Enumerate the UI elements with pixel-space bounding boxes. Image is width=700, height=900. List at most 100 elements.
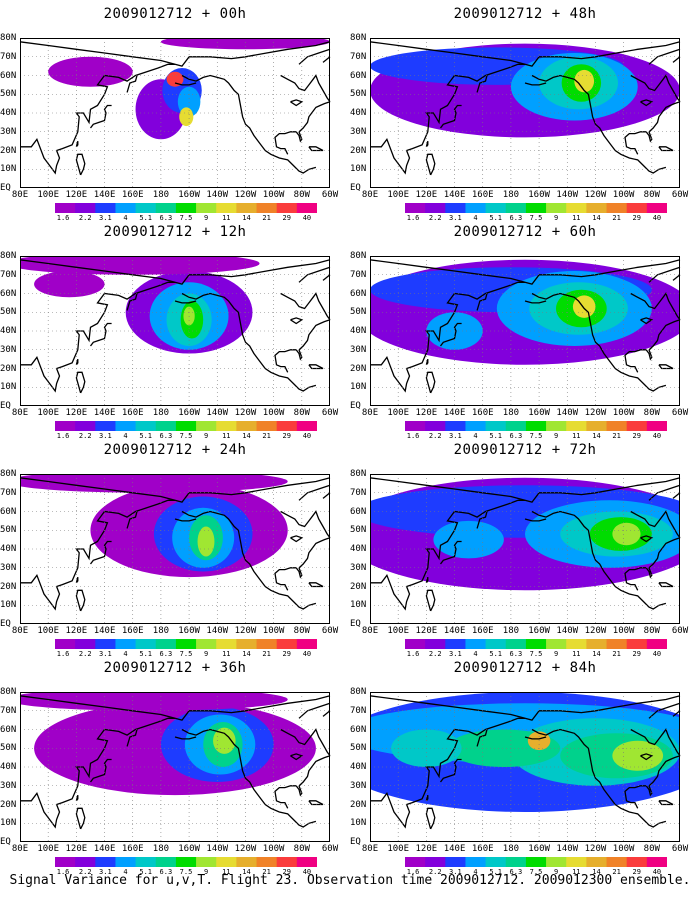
coastline — [425, 140, 429, 148]
x-tick-label: 140W — [206, 408, 229, 418]
y-tick-label: 10N — [0, 164, 17, 175]
y-tick-label: 40N — [350, 544, 367, 554]
colorbar-swatch — [485, 203, 507, 213]
coastline — [20, 717, 175, 829]
colorbar-swatch — [525, 857, 547, 867]
colorbar-swatch — [216, 421, 237, 431]
x-tick-label: 120E — [65, 626, 88, 636]
colorbar-swatch — [566, 857, 587, 867]
y-tick-label: 40N — [350, 326, 367, 336]
coastline — [89, 322, 112, 347]
colorbar-level-label: 4 — [123, 868, 128, 876]
coastline — [75, 807, 86, 830]
coastline — [280, 292, 331, 321]
colorbar-level-label: 14 — [242, 432, 251, 440]
map-panel-00h: 2009012712 + 00h 80N 70N 60N 50N 40N 30N 20N 10N… — [0, 0, 350, 222]
colorbar-swatch — [425, 857, 446, 867]
colorbar-level-label: 3.1 — [449, 650, 462, 658]
coastline — [648, 266, 681, 283]
coastline — [425, 358, 429, 366]
colorbar-level-label: 3.1 — [99, 214, 112, 222]
coastline — [322, 56, 331, 63]
colorbar-swatch — [216, 203, 237, 213]
coastline — [630, 728, 681, 757]
coastline — [298, 537, 331, 569]
colorbar-swatch — [236, 203, 258, 213]
y-tick-label: 50N — [350, 525, 367, 536]
colorbar-swatch — [606, 203, 628, 213]
colorbar-level-label: 3.1 — [99, 868, 112, 876]
coastline — [298, 484, 331, 501]
colorbar-swatch — [546, 639, 567, 649]
x-tick-label: 100W — [262, 408, 285, 418]
colorbar-swatch — [546, 857, 567, 867]
x-tick-label: 80W — [643, 844, 660, 854]
panel-title: 2009012712 + 72h — [453, 442, 597, 458]
colorbar-level-label: 9 — [554, 650, 559, 658]
y-tick-label: 30N — [350, 562, 367, 573]
coastline — [174, 82, 197, 86]
coastline — [630, 510, 681, 539]
x-tick-label: 80E — [361, 408, 379, 418]
y-tick-label: EQ — [350, 837, 361, 847]
coastline — [439, 104, 462, 129]
colorbar-level-label: 21 — [262, 432, 271, 440]
coastline — [290, 99, 304, 107]
colorbar-swatch — [566, 421, 587, 431]
y-tick-label: 30N — [0, 126, 17, 137]
colorbar-level-label: 9 — [204, 868, 209, 876]
colorbar-swatch — [75, 421, 96, 431]
colorbar-level-label: 9 — [554, 214, 559, 222]
map-panel-72h: 2009012712 + 72h 80N 70N 60N 50N 40N 30N 20N 10N… — [350, 436, 700, 658]
colorbar-swatch — [276, 639, 298, 649]
x-tick-label: 120E — [415, 408, 438, 418]
colorbar-level-label: 6.3 — [509, 432, 523, 440]
colorbar-swatch — [216, 857, 237, 867]
x-tick-label: 140W — [206, 190, 229, 200]
y-tick-label: 20N — [350, 799, 367, 810]
colorbar-level-label: 14 — [592, 868, 601, 876]
variance-contour — [612, 522, 641, 546]
colorbar-level-label: 7.5 — [529, 432, 543, 440]
x-tick-label: 80W — [293, 408, 310, 418]
colorbar-swatch — [95, 421, 116, 431]
colorbar-level-label: 9 — [204, 650, 209, 658]
y-tick-label: 70N — [0, 269, 17, 280]
colorbar-swatch — [586, 421, 608, 431]
coastline — [290, 317, 304, 325]
x-tick-label: 140W — [556, 190, 579, 200]
colorbar-level-label: 21 — [612, 868, 621, 876]
colorbar-level-label: 5.1 — [139, 214, 153, 222]
colorbar-level-label: 5.1 — [139, 650, 153, 658]
colorbar-swatch — [646, 639, 667, 649]
coastline — [308, 364, 324, 370]
colorbar-level-label: 5.1 — [489, 650, 503, 658]
coastline — [624, 131, 653, 155]
colorbar-level-label: 11 — [572, 868, 581, 876]
coastline — [630, 292, 681, 321]
x-tick-label: 180 — [152, 190, 170, 200]
coastline — [672, 492, 681, 499]
colorbar-level-label: 6.3 — [509, 650, 523, 658]
map-frame — [20, 38, 330, 188]
colorbar-level-label: 2.2 — [428, 868, 442, 876]
y-tick-label: 10N — [0, 382, 17, 393]
coastline — [672, 56, 681, 63]
x-tick-label: 120W — [234, 408, 257, 418]
colorbar-swatch — [626, 857, 648, 867]
colorbar-swatch — [626, 203, 648, 213]
x-tick-label: 80E — [11, 626, 29, 636]
coastline — [298, 702, 331, 719]
colorbar-level-label: 2.2 — [428, 650, 442, 658]
colorbar-swatch — [196, 203, 217, 213]
x-tick-label: 160E — [471, 844, 494, 854]
panel-title: 2009012712 + 48h — [453, 6, 597, 22]
colorbar-swatch — [216, 639, 237, 649]
x-tick-label: 100E — [37, 408, 60, 418]
y-tick-label: 20N — [0, 145, 17, 156]
colorbar-swatch — [95, 857, 116, 867]
colorbar-level-label: 6.3 — [159, 214, 173, 222]
colorbar-level-label: 29 — [632, 650, 641, 658]
y-tick-label: 70N — [0, 51, 17, 62]
x-tick-label: 140E — [93, 190, 116, 200]
